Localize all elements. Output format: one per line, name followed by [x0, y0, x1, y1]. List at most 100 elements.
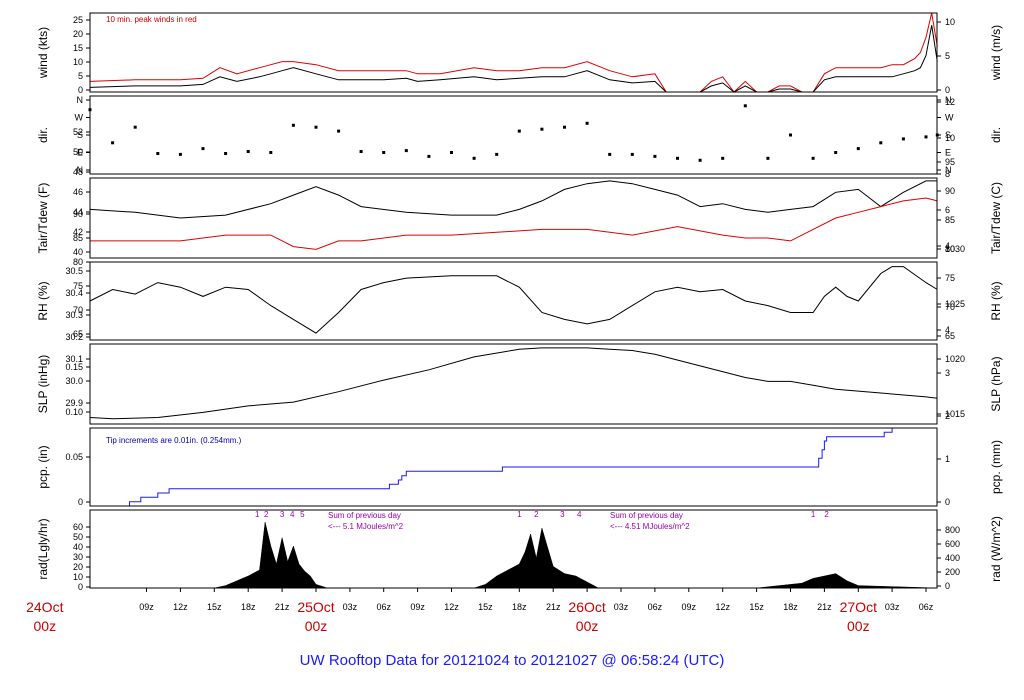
dir-right-tick-label: E: [945, 148, 951, 158]
rad-marker-label: 3: [560, 510, 565, 519]
wind-ylabel-left: wind (kts): [36, 27, 50, 79]
dir-point: [178, 152, 182, 156]
wind-series-line: [89, 25, 938, 93]
temp-left-tick-label: 44: [73, 207, 83, 217]
day-hour-label: 00z: [305, 618, 328, 634]
dir-right-tick-label: N: [945, 165, 952, 175]
rh-ylabel-left: RH (%): [36, 281, 50, 320]
notes-layer: 10 min. peak winds in red Tip increments…: [106, 15, 690, 531]
dir-point: [269, 151, 273, 154]
slp-left-tick-label: 30.3: [65, 310, 83, 320]
time-tick-label: 09z: [410, 602, 425, 612]
slp-left-tick-label: 30.5: [65, 266, 83, 276]
rh-panel-frame: [89, 261, 938, 341]
temp-panel-frame: [89, 177, 938, 259]
dir-point: [517, 129, 521, 133]
slp-left-tick-label: 30.2: [65, 332, 83, 342]
pcp-right-tick-label: 4: [945, 325, 950, 335]
rad-sum-title-2: Sum of previous day: [610, 511, 683, 520]
day-date-label: 27Oct: [840, 599, 877, 615]
dir-point: [630, 152, 634, 156]
temp-right-tick-label: 6: [945, 205, 950, 215]
panel-frames: [89, 12, 938, 589]
pcp-ylabel-left: pcp. (in): [36, 445, 50, 488]
temp-right-tick-label: 12: [945, 97, 955, 107]
rh-left-tick-label: 70: [73, 305, 83, 315]
rad-sum-value-1: <--- 5.1 MJoules/m^2: [328, 522, 404, 531]
rh-right-tick-label: 90: [945, 186, 955, 196]
dir-point: [450, 151, 453, 154]
rad-marker-label: 2: [534, 510, 539, 519]
pcp-left-tick-label: 0: [78, 497, 83, 507]
rad-marker-label: 2: [824, 510, 829, 519]
time-tick-label: 12z: [715, 602, 730, 612]
dir-right-tick-label: S: [945, 130, 951, 140]
day-hour-label: 00z: [576, 618, 599, 634]
dir-point: [246, 150, 250, 153]
time-tick-label: 12z: [173, 602, 188, 612]
temp-right-tick-label: 8: [945, 169, 950, 179]
rh-ylabel-right: RH (%): [989, 281, 1003, 320]
time-tick-label: 09z: [682, 602, 697, 612]
slp-right-tick-label: 1025: [945, 299, 965, 309]
dir-point: [382, 151, 386, 154]
rad-sum-title-1: Sum of previous day: [328, 511, 401, 520]
dir-ylabel-right: dir.: [989, 127, 1003, 143]
wind-left-tick-label: 0: [78, 85, 83, 95]
day-date-label: 26Oct: [568, 599, 605, 615]
rad-right-tick-label: 600: [945, 539, 960, 549]
rad-left-tick-label: 40: [73, 542, 83, 552]
pcp-left-tick-label: 0.15: [65, 362, 83, 372]
day-hour-label: 00z: [847, 618, 870, 634]
slp-left-tick-label: 29.9: [65, 398, 83, 408]
dir-point: [156, 152, 160, 155]
dir-point: [698, 158, 702, 162]
wind-left-tick-label: 10: [73, 57, 83, 67]
temp-left-tick-label: 52: [73, 127, 83, 137]
time-tick-label: 12z: [444, 602, 459, 612]
dir-point: [291, 123, 295, 127]
time-tick-label: 03z: [885, 602, 900, 612]
rad-marker-label: 4: [577, 510, 582, 519]
wind-right-tick-label: 5: [945, 51, 950, 61]
rad-left-tick-label: 50: [73, 532, 83, 542]
rad-ylabel-left: rad(Lgly/hr): [36, 518, 50, 579]
time-tick-label: 06z: [648, 602, 663, 612]
dir-point: [811, 156, 815, 160]
slp-left-tick-label: 30.1: [65, 354, 83, 364]
rad-marker-label: 4: [290, 510, 295, 519]
dir-point: [201, 147, 205, 151]
rad-series-area: [90, 521, 938, 589]
time-tick-label: 06z: [376, 602, 391, 612]
dir-point: [472, 156, 476, 160]
temp-left-tick-label: 48: [73, 167, 83, 177]
wind-note: 10 min. peak winds in red: [106, 15, 197, 24]
rad-left-tick-label: 0: [78, 582, 83, 592]
rad-left-tick-label: 20: [73, 562, 83, 572]
dir-point: [789, 133, 792, 137]
rh-left-tick-label: 90: [73, 209, 83, 219]
dir-point: [766, 156, 770, 160]
day-date-label: 24Oct: [26, 599, 63, 615]
dir-right-tick-label: W: [945, 113, 954, 123]
temp-right-tick-label: 4: [945, 241, 950, 251]
time-tick-label: 21z: [546, 602, 561, 612]
time-tick-label: 03z: [614, 602, 629, 612]
slp-ylabel-left: SLP (inHg): [36, 355, 50, 413]
pcp-right-tick-label: 3: [945, 368, 950, 378]
wind-ylabel-right: wind (m/s): [989, 25, 1003, 81]
dir-left-tick-label: N: [77, 165, 84, 175]
rad-left-tick-label: 10: [73, 572, 83, 582]
rad-ylabel-right: rad (W/m^2): [989, 516, 1003, 582]
temp-left-tick-label: 50: [73, 147, 83, 157]
dir-point: [540, 127, 544, 131]
dir-point: [404, 149, 408, 153]
dir-point: [834, 151, 838, 154]
day-hour-label: 00z: [34, 618, 57, 634]
dir-left-tick-label: E: [77, 148, 83, 158]
time-tick-label: 15z: [478, 602, 493, 612]
pcp-panel-frame: [89, 427, 938, 507]
rh-right-tick-label: 95: [945, 157, 955, 167]
pcp-right-tick-label: 1: [945, 454, 950, 464]
rad-marker-label: 1: [517, 510, 522, 519]
